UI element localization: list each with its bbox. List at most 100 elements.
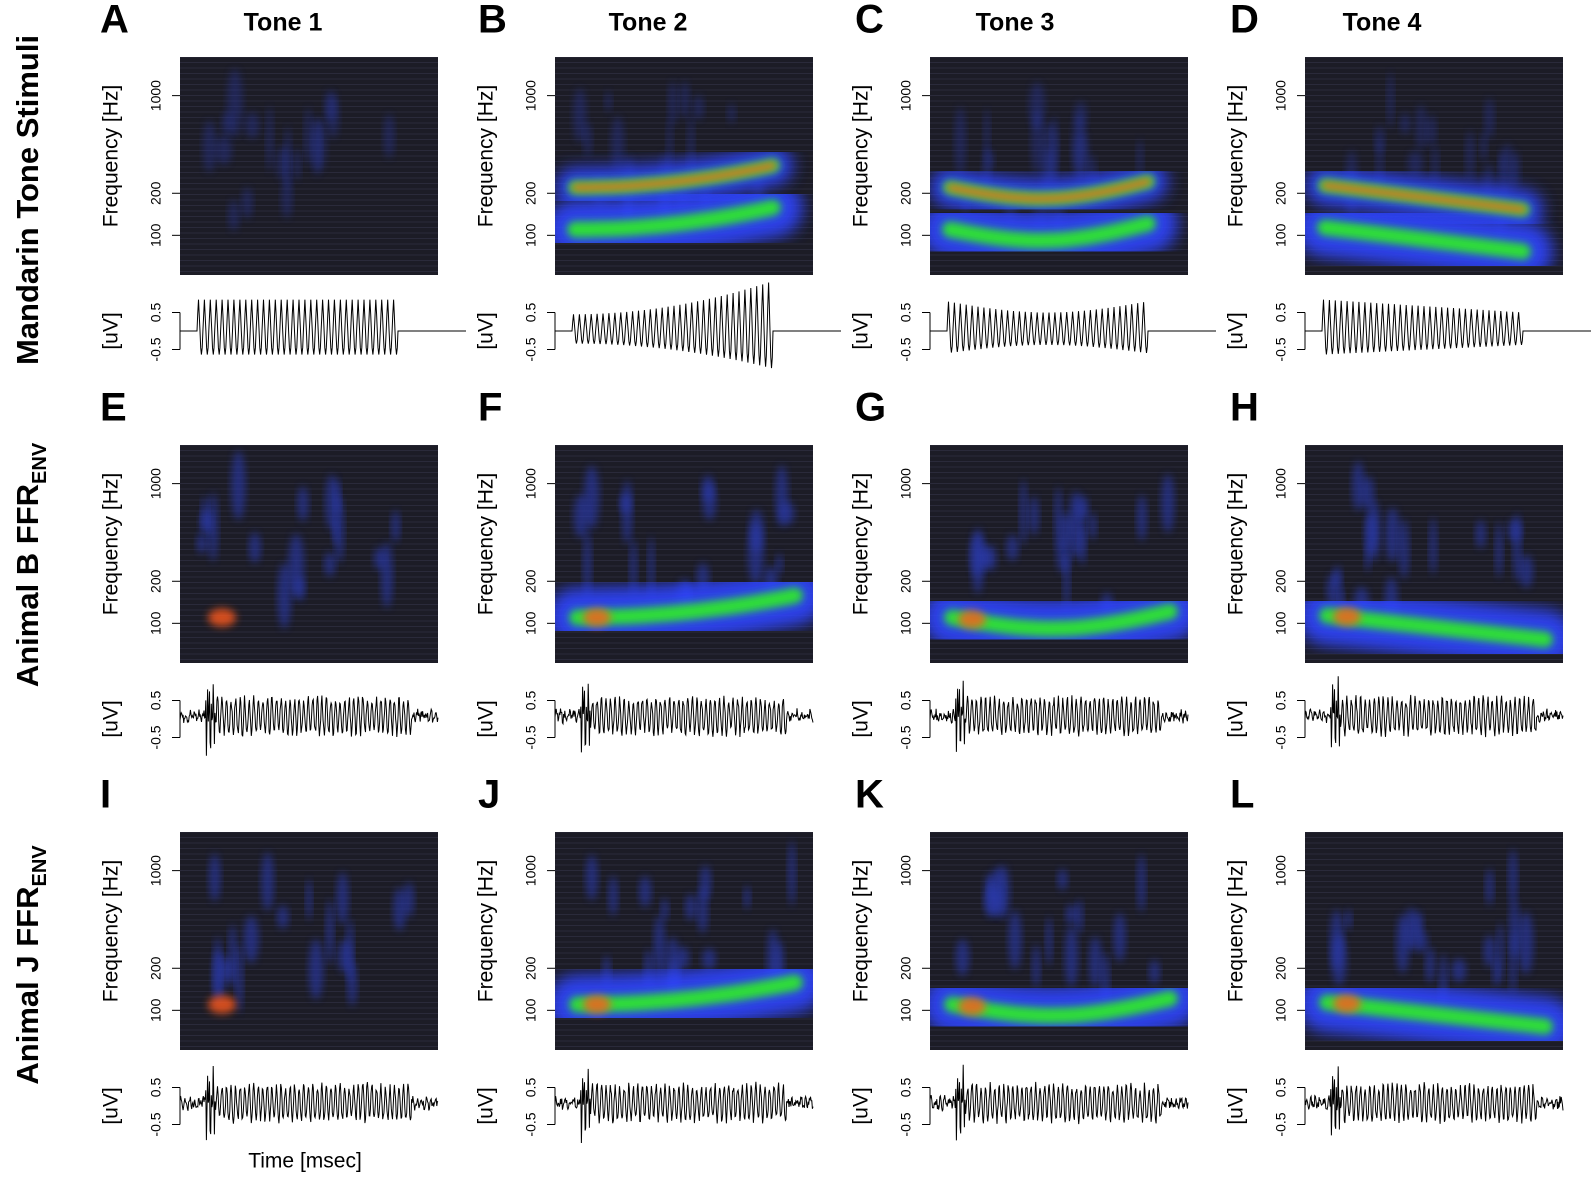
haze: [648, 536, 655, 601]
haze: [1404, 907, 1419, 951]
amp-axis-label: [uV]: [850, 700, 873, 737]
column-title: Tone 4: [1343, 9, 1422, 37]
y-axis-label: Frequency [Hz]: [100, 473, 123, 615]
haze: [1496, 922, 1504, 985]
y-tick-label: 100: [1273, 611, 1289, 635]
haze: [702, 948, 716, 971]
amp-tick-label: -0.5: [148, 1112, 164, 1136]
haze: [1429, 517, 1437, 575]
haze: [1519, 554, 1534, 588]
haze: [1113, 912, 1126, 962]
energy-band: [944, 603, 1178, 637]
waveform: [555, 282, 841, 369]
haze: [1029, 495, 1039, 536]
amp-tick-label: 0.5: [1273, 691, 1289, 711]
y-tick-label: 1000: [1273, 468, 1289, 499]
spectrogram: [930, 832, 1188, 1050]
panel-letter: G: [855, 386, 886, 430]
y-tick-label: 100: [898, 611, 914, 635]
haze: [221, 111, 233, 137]
haze: [971, 527, 984, 594]
amp-tick-label: -0.5: [523, 725, 539, 749]
energy-band: [942, 215, 1156, 249]
waveform: [179, 684, 439, 756]
y-tick-label: 200: [523, 956, 539, 980]
y-axis-label: Frequency [Hz]: [850, 860, 873, 1002]
y-tick-label: 200: [523, 569, 539, 593]
amp-tick-label: -0.5: [1273, 725, 1289, 749]
y-tick-label: 1000: [523, 468, 539, 499]
amp-tick-label: -0.5: [1273, 1112, 1289, 1136]
row-label-subscript: ENV: [29, 442, 51, 484]
y-axis-label: Frequency [Hz]: [100, 860, 123, 1002]
row-label-subscript: ENV: [29, 845, 51, 887]
amp-tick-label: 0.5: [523, 303, 539, 323]
haze: [304, 107, 313, 166]
y-tick-label: 1000: [148, 855, 164, 886]
panel-letter: I: [100, 773, 111, 817]
waveform: [929, 1064, 1189, 1141]
panel-letter: D: [1230, 0, 1259, 42]
waveform: [929, 680, 1189, 752]
haze: [619, 493, 631, 514]
panel-letter: J: [478, 773, 500, 817]
amp-tick-label: -0.5: [523, 337, 539, 361]
haze: [680, 80, 690, 119]
panel-letter: K: [855, 773, 884, 817]
haze: [1415, 104, 1426, 150]
y-tick-label: 200: [1273, 956, 1289, 980]
y-tick-label: 200: [898, 569, 914, 593]
y-tick-label: 100: [1273, 998, 1289, 1022]
haze: [985, 888, 1001, 916]
y-tick-label: 100: [523, 998, 539, 1022]
row-label-text: Animal J FFR: [10, 887, 45, 1085]
haze: [1407, 150, 1423, 177]
y-tick-label: 100: [148, 998, 164, 1022]
haze: [666, 117, 673, 176]
haze: [1054, 486, 1063, 551]
y-tick-label: 100: [523, 611, 539, 635]
column-title: Tone 2: [609, 9, 688, 37]
haze: [208, 492, 218, 562]
energy-band: [1321, 182, 1527, 213]
amp-axis-label: [uV]: [475, 700, 498, 737]
haze: [611, 115, 625, 173]
haze: [1509, 931, 1517, 995]
haze: [1480, 131, 1488, 162]
haze: [231, 450, 246, 521]
y-tick-label: 100: [148, 223, 164, 247]
haze: [1475, 519, 1486, 549]
haze: [954, 106, 966, 177]
y-tick-label: 1000: [148, 80, 164, 111]
hotspot: [958, 997, 986, 1016]
haze: [1059, 513, 1072, 547]
haze: [1332, 565, 1342, 587]
amp-tick-label: 0.5: [523, 691, 539, 711]
haze: [1518, 911, 1534, 975]
haze: [393, 887, 406, 931]
panel-letter: H: [1230, 386, 1259, 430]
haze: [608, 875, 618, 916]
energy-band: [944, 990, 1178, 1024]
waveform: [554, 1068, 814, 1144]
haze: [1387, 71, 1394, 129]
haze: [639, 875, 652, 908]
haze: [1507, 518, 1522, 542]
spectrogram: [1305, 445, 1563, 663]
y-tick-label: 100: [1273, 223, 1289, 247]
haze: [1065, 904, 1077, 925]
haze: [1500, 143, 1515, 200]
y-tick-label: 200: [898, 181, 914, 205]
haze: [779, 501, 795, 526]
haze: [1032, 944, 1041, 989]
spectrogram: [180, 832, 438, 1050]
haze: [685, 893, 697, 921]
panel-letter: B: [478, 0, 507, 42]
spectrogram: [555, 832, 813, 1050]
amp-axis-label: [uV]: [100, 312, 123, 349]
haze: [668, 81, 678, 126]
haze: [1137, 853, 1146, 913]
haze: [1008, 910, 1022, 970]
y-tick-label: 200: [148, 181, 164, 205]
